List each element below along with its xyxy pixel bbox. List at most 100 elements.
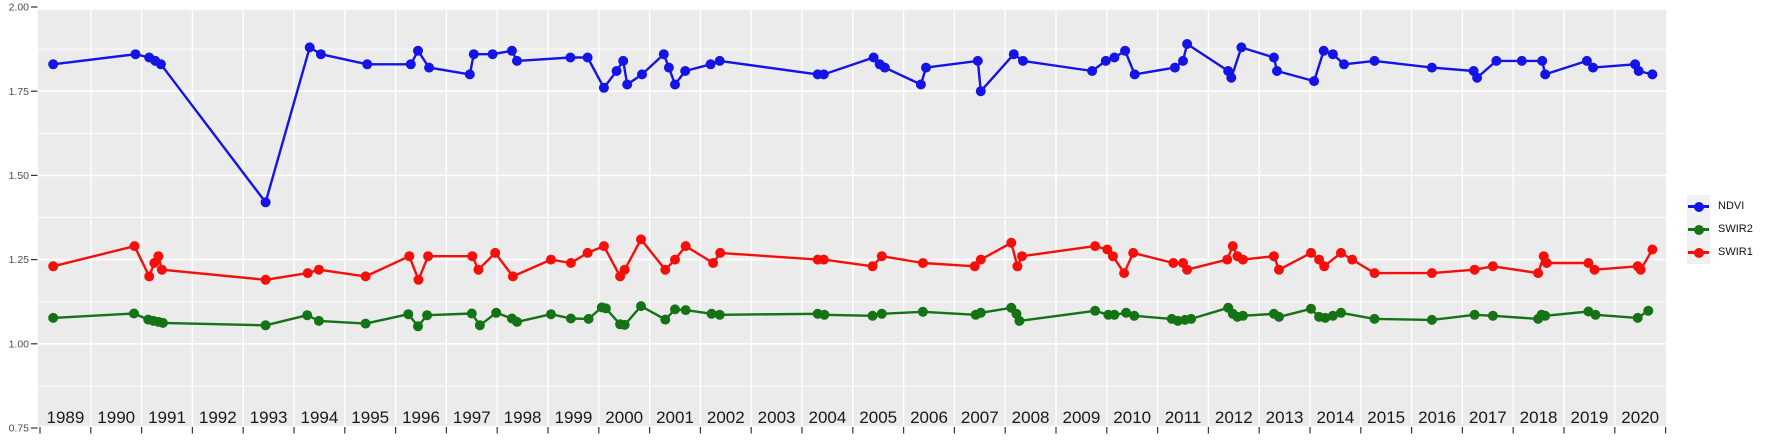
x-axis-year-label: 2015 <box>1367 408 1405 427</box>
swir1-point <box>1369 268 1380 279</box>
ndvi-point <box>512 55 522 66</box>
swir1-point <box>144 271 155 282</box>
ndvi-point <box>1309 76 1320 87</box>
swir2-point <box>660 314 671 325</box>
ndvi-point <box>582 52 593 63</box>
swir2-point <box>1327 310 1338 321</box>
x-axis-year-label: 2014 <box>1316 408 1354 427</box>
swir2-point <box>48 312 59 323</box>
ndvi-point <box>1008 49 1019 60</box>
swir1-point <box>1182 264 1193 275</box>
ndvi-point <box>680 66 691 76</box>
swir2-point <box>565 313 576 324</box>
ndvi-point <box>972 55 983 66</box>
x-axis-year-label: 1994 <box>300 408 338 427</box>
ndvi-point <box>260 197 271 208</box>
swir2-point <box>512 316 522 327</box>
ndvi-point <box>565 52 576 63</box>
ndvi-point <box>130 49 141 60</box>
x-axis-year-label: 2011 <box>1165 408 1202 427</box>
swir1-point <box>1006 237 1017 248</box>
ndvi-point <box>1426 62 1437 73</box>
swir1-point <box>1487 261 1498 272</box>
swir1-point <box>1227 241 1238 252</box>
x-axis-year-label: 2019 <box>1570 408 1608 427</box>
swir2-point <box>313 315 324 326</box>
x-axis-year-label: 1992 <box>199 408 237 427</box>
legend-item-ndvi: NDVI <box>1687 195 1753 218</box>
swir1-point <box>1102 244 1113 255</box>
ndvi-point <box>1120 45 1131 56</box>
swir1-point <box>680 241 691 252</box>
swir2-point <box>1320 312 1331 323</box>
swir1-point <box>1128 247 1139 258</box>
swir1-point <box>1119 268 1130 279</box>
y-axis-label: 1.75 <box>9 86 30 98</box>
swir2-point <box>714 309 725 320</box>
ndvi-point <box>1182 39 1193 49</box>
swir2-point <box>157 317 168 328</box>
x-axis-year-label: 2005 <box>859 408 897 427</box>
legend: NDVI SWIR2 SWIR1 <box>1687 195 1753 264</box>
swir2-point <box>917 306 928 317</box>
swir1-point <box>1541 258 1552 268</box>
swir1-point <box>660 264 671 275</box>
swir1-point <box>670 254 680 265</box>
swir1-point <box>48 261 59 272</box>
swir1-point <box>876 251 887 262</box>
swir2-point <box>1369 313 1380 324</box>
x-axis-year-label: 2010 <box>1113 408 1151 427</box>
swir2-point <box>600 303 611 314</box>
y-axis-label: 2.00 <box>9 2 30 14</box>
swir2-point <box>546 309 556 320</box>
ndvi-point <box>1268 52 1279 63</box>
swir1-point <box>1017 251 1027 262</box>
swir2-point <box>302 310 313 321</box>
swir1-point <box>1647 244 1658 255</box>
swir1-point <box>1012 261 1023 272</box>
x-axis-year-label: 2000 <box>605 408 643 427</box>
swir1-point <box>1336 247 1346 258</box>
swir2-point <box>1129 310 1140 321</box>
legend-key-swir2-icon <box>1687 218 1710 241</box>
ndvi-point <box>413 45 423 56</box>
x-axis-year-label: 1995 <box>351 408 389 427</box>
ndvi-point <box>714 55 725 66</box>
plot-panel <box>38 10 1666 426</box>
ndvi-point <box>975 86 986 97</box>
x-axis-year-label: 1989 <box>46 408 84 427</box>
ndvi-point <box>818 69 829 80</box>
swir2-point <box>1237 310 1248 321</box>
swir2-point <box>1014 315 1025 326</box>
swir1-point <box>1589 264 1600 275</box>
swir1-point <box>313 264 324 275</box>
ndvi-point <box>637 69 647 80</box>
x-axis-year-label: 1991 <box>148 408 186 427</box>
ndvi-point <box>1369 55 1380 66</box>
x-axis-year-label: 2018 <box>1520 408 1558 427</box>
ndvi-point <box>1178 55 1188 66</box>
swir2-point <box>636 301 646 312</box>
swir2-point <box>670 304 680 315</box>
ndvi-point <box>1647 69 1658 80</box>
swir1-point <box>404 251 415 262</box>
swir1-point <box>1168 258 1179 268</box>
ndvi-point <box>468 49 479 60</box>
legend-key-swir1-icon <box>1687 241 1710 264</box>
ndvi-point <box>1129 69 1140 80</box>
x-axis-year-label: 2004 <box>808 408 846 427</box>
ndvi-point <box>1109 52 1120 63</box>
ndvi-point <box>464 69 475 80</box>
ndvi-point <box>921 62 931 73</box>
swir2-point <box>422 310 433 321</box>
ndvi-point <box>1633 66 1644 76</box>
ndvi-point <box>1588 62 1598 73</box>
swir1-point <box>1090 241 1101 252</box>
ndvi-point <box>915 79 926 90</box>
swir1-point <box>1306 247 1316 258</box>
swir2-point <box>1274 311 1284 322</box>
swir1-point <box>1583 258 1594 268</box>
ndvi-point <box>670 79 680 90</box>
